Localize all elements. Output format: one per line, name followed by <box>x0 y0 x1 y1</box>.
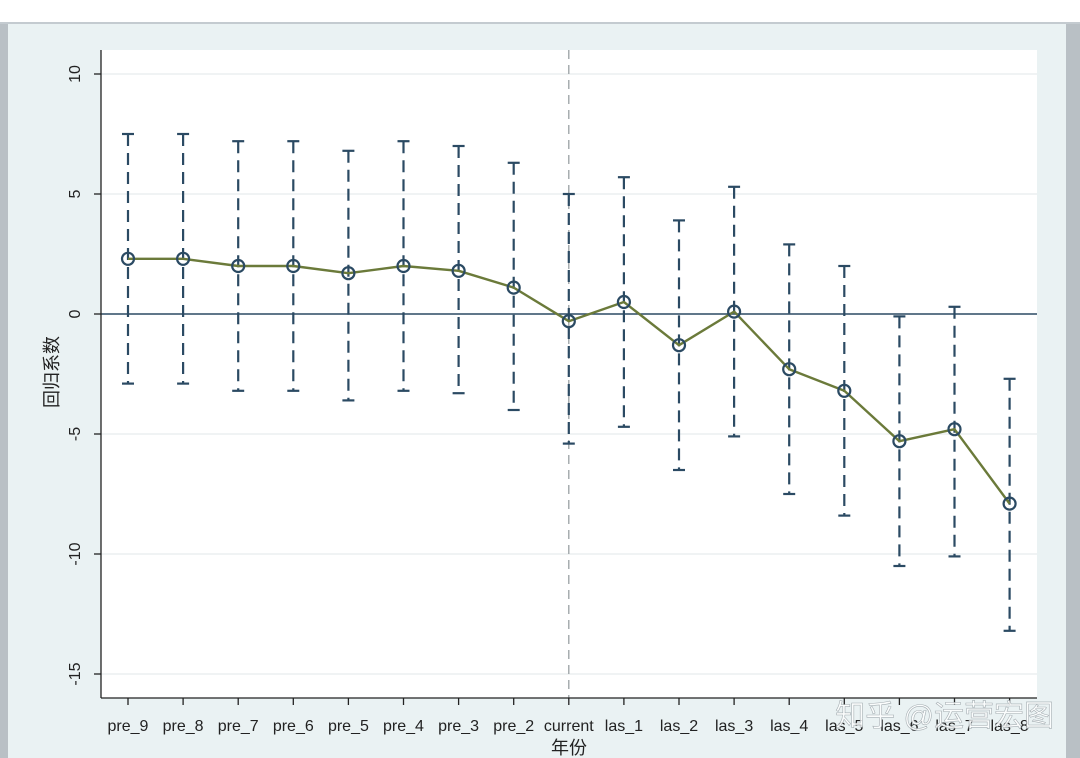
marker-pre_6 <box>286 258 301 274</box>
marker-las_8 <box>1002 496 1017 511</box>
watermark-text: 知乎 @运营宏图 <box>835 700 1054 733</box>
y-axis-title: 回归系数 <box>42 336 62 408</box>
x-tick-label: pre_5 <box>328 718 369 735</box>
marker-las_7 <box>947 422 962 437</box>
marker-pre_4 <box>396 258 411 274</box>
y-tick-label: -10 <box>67 542 84 565</box>
y-tick-label: -5 <box>67 427 84 441</box>
marker-pre_9 <box>120 251 136 266</box>
window-left-border <box>0 24 8 758</box>
x-tick-label: las_6 <box>880 718 918 735</box>
x-tick-label: pre_6 <box>273 718 314 735</box>
marker-pre_2 <box>506 280 521 295</box>
x-tick-labels: pre_9 pre_8 pre_7 pre_6 pre_5 pre_4 pre_3 pre_2… <box>108 718 1029 735</box>
y-tick-label: 0 <box>67 309 84 318</box>
marker-las_1 <box>616 294 632 310</box>
marker-las_6 <box>892 434 907 449</box>
y-tick-label: -15 <box>67 662 84 685</box>
axes <box>94 50 1037 705</box>
x-tick-label: pre_3 <box>438 718 479 735</box>
x-tick-label: pre_9 <box>108 718 149 735</box>
coefficient-line <box>128 257 1011 505</box>
marker-las_4 <box>782 362 797 377</box>
marker-pre_7 <box>231 258 246 274</box>
x-tick-label: current <box>544 718 594 735</box>
marker-las_2 <box>671 338 687 353</box>
x-tick-label: las_8 <box>990 718 1028 735</box>
x-tick-label: las_3 <box>715 718 753 735</box>
marker-current <box>561 314 576 329</box>
x-tick-label: las_2 <box>660 718 698 735</box>
marker-las_3 <box>726 304 742 319</box>
marker-pre_5 <box>341 266 356 281</box>
x-tick-label: las_4 <box>770 718 808 735</box>
window-top-strip <box>0 0 1080 22</box>
y-tick-label: 5 <box>67 189 84 198</box>
x-tick-label: pre_8 <box>163 718 204 735</box>
x-tick-label: pre_2 <box>493 718 534 735</box>
coefficient-series <box>120 251 1017 511</box>
x-axis-title: 年份 <box>551 738 587 758</box>
x-tick-label: las_7 <box>935 718 973 735</box>
marker-pre_3 <box>451 263 466 278</box>
window-right-border <box>1066 24 1080 758</box>
x-tick-label: las_1 <box>605 718 643 735</box>
x-tick-label: las_5 <box>825 718 863 735</box>
marker-las_5 <box>837 383 852 398</box>
window-top-border <box>0 22 1080 24</box>
y-tick-labels: 10 5 0 -5 -10 -15 <box>67 65 84 686</box>
x-tick-label: pre_7 <box>218 718 259 735</box>
y-tick-label: 10 <box>67 65 84 83</box>
marker-pre_8 <box>176 251 191 266</box>
x-tick-label: pre_4 <box>383 718 424 735</box>
